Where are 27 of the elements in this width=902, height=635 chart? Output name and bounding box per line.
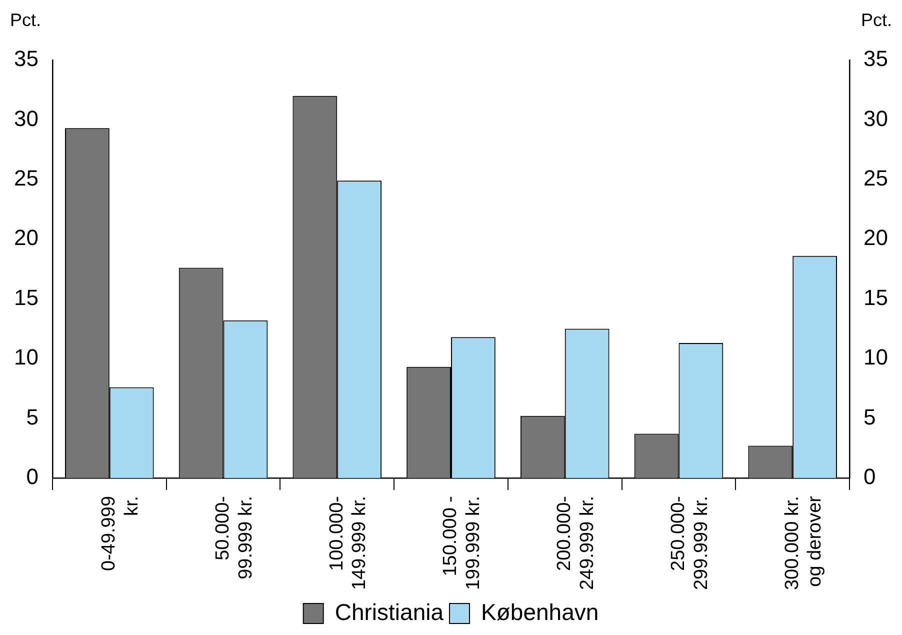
x-tick-label: 0-49.999 kr. [98,496,142,571]
x-tick-label: 200.000- 249.999 kr. [554,496,598,590]
y2-tick-label: 30 [864,106,888,131]
y2-axis-title: Pct. [860,10,892,30]
x-tick-label: 250.000- 299.999 kr. [668,496,712,590]
y2-tick-label: 25 [864,165,888,190]
y2-tick-label: 15 [864,284,888,310]
x-tick-label: 150.000 - 199.999 kr. [440,496,484,590]
y-tick-label: 15 [14,284,38,310]
y-tick-label: 10 [14,344,38,370]
y-tick-label: 5 [26,404,38,430]
legend-label: København [481,598,599,625]
x-tick-label: 300.000 kr. og derover [782,495,826,590]
y2-tick-label: 20 [864,225,888,250]
x-tick-label: 100.000- 149.999 kr. [326,496,370,590]
y-tick-label: 30 [14,106,38,131]
x-tick-label: 50.000- 99.999 kr. [212,496,256,580]
y-tick-label: 35 [14,46,38,72]
y-tick-label: 0 [26,464,38,490]
y2-tick-label: 10 [864,344,888,370]
y2-tick-label: 5 [864,404,876,430]
y-tick-label: 25 [14,165,38,190]
y-axis-title: Pct. [10,10,42,30]
y2-tick-label: 0 [864,464,876,490]
y2-tick-label: 35 [864,46,888,72]
y-tick-label: 20 [14,225,38,250]
legend-label: Christiania [334,598,444,625]
